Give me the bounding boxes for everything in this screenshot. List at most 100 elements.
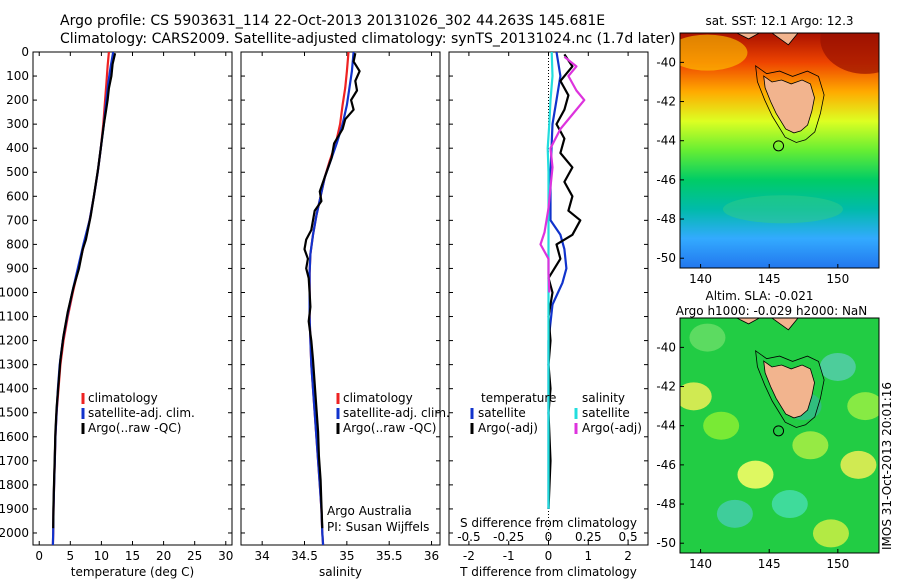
sla-sla-blob	[689, 323, 726, 352]
salinity-series-group	[303, 52, 361, 545]
depth-tick-label: 900	[6, 261, 29, 275]
sla-map-body	[680, 318, 879, 553]
temperature-panel: 0100200300400500600700800900100011001200…	[0, 45, 233, 579]
legend-label: satellite	[478, 406, 526, 420]
difference-series-group	[539, 52, 586, 509]
difference-xtick-label: 1	[584, 549, 592, 563]
salinity-xtick-label: 35	[339, 549, 354, 563]
top-tick-label: 0.5	[619, 530, 638, 544]
imos-watermark: IMOS 31-Oct-2013 20:01:16	[880, 382, 894, 550]
depth-tick-label: 300	[6, 117, 29, 131]
depth-tick-label: 1000	[0, 285, 29, 299]
sla-lat-tick-label: -40	[656, 340, 676, 354]
difference-series-line	[539, 55, 586, 293]
temperature-xtick-label: 0	[35, 549, 43, 563]
top-tick-label: 0.25	[575, 530, 602, 544]
sla-sla-blob	[792, 431, 829, 460]
legend-label: Argo(..raw -QC)	[343, 421, 436, 435]
depth-tick-label: 1400	[0, 382, 29, 396]
temperature-xtick-label: 15	[125, 549, 140, 563]
sla-argo-float-marker	[773, 425, 785, 437]
sst-lon-tick-label: 150	[826, 272, 849, 286]
depth-tick-label: 1800	[0, 478, 29, 492]
temperature-series-line	[52, 52, 117, 529]
depth-tick-label: 0	[21, 45, 29, 59]
sst-lat-tick-label: -44	[656, 134, 676, 148]
difference-xtick-label: -1	[503, 549, 515, 563]
salinity-series-line	[308, 52, 355, 545]
top-tick-label: -0.5	[457, 530, 480, 544]
sst-warm-patch	[680, 34, 748, 71]
sla-tasmania-land	[763, 360, 815, 419]
sla-sla-blob	[716, 499, 753, 528]
sla-lat-tick-label: -42	[656, 380, 676, 394]
salinity-xtick-label: 36	[424, 549, 439, 563]
legend-label: climatology	[88, 391, 158, 405]
sst-lon-tick-label: 145	[758, 272, 781, 286]
temperature-xtick-label: 5	[66, 549, 74, 563]
depth-tick-label: 2000	[0, 526, 29, 540]
sst-lon-tick-label: 140	[689, 272, 712, 286]
sla-map-panel: 140 145 150 -40 -42 -44 -46 -48 -50 Altim. SLA: -…	[656, 289, 880, 571]
temperature-xtick-label: 25	[187, 549, 202, 563]
legend-label: climatology	[343, 391, 413, 405]
depth-tick-label: 1700	[0, 454, 29, 468]
salinity-xlabel: salinity	[319, 565, 362, 579]
sla-title-line2: Argo h1000: -0.029 h2000: NaN	[676, 304, 868, 318]
difference-series-line	[546, 52, 554, 509]
sst-lat-tick-label: -42	[656, 95, 676, 109]
legend-header-salinity: salinity	[582, 391, 625, 405]
sst-lat-tick-label: -48	[656, 212, 676, 226]
sst-mainland-land	[680, 33, 879, 46]
sst-map-panel: 140 145 150 -40 -42 -44 -46 -48 -50 sat. SST: 12.…	[656, 14, 880, 286]
sst-lat-tick-label: -50	[656, 251, 676, 265]
depth-tick-label: 600	[6, 189, 29, 203]
legend-label: satellite-adj. clim.	[343, 406, 450, 420]
top-tick-label: -0.25	[493, 530, 524, 544]
depth-tick-label: 1600	[0, 430, 29, 444]
sla-sla-blob	[703, 411, 740, 440]
top-axis-label: S difference from climatology	[460, 516, 637, 530]
sst-shelf-contour	[755, 64, 825, 143]
temperature-series-group	[51, 52, 117, 545]
temperature-frame	[32, 51, 233, 546]
sla-sla-blob	[812, 519, 849, 548]
sst-frame	[679, 32, 880, 269]
temperature-xtick-label: 30	[218, 549, 233, 563]
sla-sla-blob	[819, 352, 856, 381]
sst-map-body	[680, 33, 879, 268]
sla-sla-blob	[680, 382, 712, 411]
legend-header-temperature: temperature	[481, 391, 556, 405]
depth-tick-label: 1900	[0, 502, 29, 516]
header-line2: Climatology: CARS2009. Satellite-adjuste…	[60, 31, 675, 47]
sst-title: sat. SST: 12.1 Argo: 12.3	[705, 14, 853, 28]
depth-tick-label: 800	[6, 237, 29, 251]
depth-tick-label: 500	[6, 165, 29, 179]
salinity-series-line	[303, 52, 361, 529]
legend-label: satellite	[582, 406, 630, 420]
temperature-xlabel: temperature (deg C)	[71, 565, 194, 579]
depth-tick-label: 200	[6, 93, 29, 107]
difference-xtick-label: -2	[463, 549, 475, 563]
sst-lat-tick-label: -46	[656, 173, 676, 187]
difference-xtick-label: 0	[545, 549, 553, 563]
sla-lon-tick-label: 145	[758, 557, 781, 571]
legend-label: Argo(-adj)	[582, 421, 642, 435]
depth-tick-label: 100	[6, 69, 29, 83]
sla-lon-tick-label: 140	[689, 557, 712, 571]
sst-cool-patch	[722, 195, 843, 224]
difference-xlabel: T difference from climatology	[459, 565, 637, 579]
sla-sla-blob	[847, 392, 879, 421]
sla-shelf-contour	[755, 349, 825, 428]
sla-lat-tick-label: -48	[656, 497, 676, 511]
depth-tick-label: 1300	[0, 358, 29, 372]
sla-frame	[679, 317, 880, 554]
legend-label: Argo(..raw -QC)	[88, 421, 181, 435]
sst-tasmania-land	[763, 75, 815, 134]
sla-lat-tick-label: -44	[656, 419, 676, 433]
top-tick-label: 0	[545, 530, 553, 544]
temperature-xtick-label: 20	[156, 549, 171, 563]
salinity-xtick-label: 35.5	[376, 549, 403, 563]
depth-tick-label: 700	[6, 213, 29, 227]
sst-argo-float-marker	[773, 140, 785, 152]
